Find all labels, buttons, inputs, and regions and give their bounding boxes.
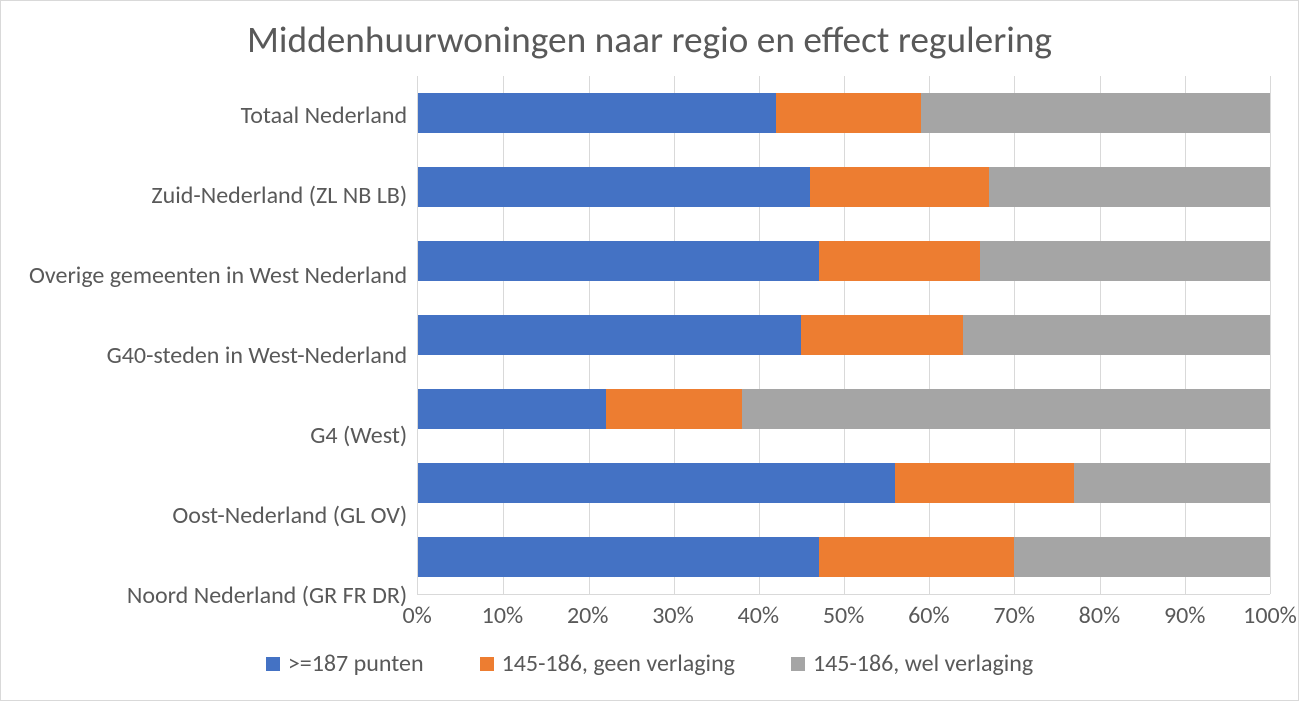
bar-segment bbox=[418, 537, 818, 577]
x-axis-tick-label: 90% bbox=[1164, 601, 1205, 630]
bar-row bbox=[418, 93, 1270, 133]
bar-segment bbox=[418, 315, 801, 355]
legend-swatch bbox=[266, 657, 280, 671]
plot-area bbox=[417, 76, 1270, 595]
x-axis: 0%10%20%30%40%50%60%70%80%90%100% bbox=[417, 595, 1270, 635]
legend-label: >=187 punten bbox=[288, 649, 424, 678]
bar-segment bbox=[742, 389, 1270, 429]
bar-row bbox=[418, 537, 1270, 577]
x-axis-tick-label: 10% bbox=[482, 601, 523, 630]
y-axis-label: Overige gemeenten in West Nederland bbox=[29, 261, 407, 290]
bar-row bbox=[418, 167, 1270, 207]
chart-title: Middenhuurwoningen naar regio en effect … bbox=[29, 19, 1270, 62]
y-axis-label: G4 (West) bbox=[310, 421, 407, 450]
x-axis-tick-label: 70% bbox=[993, 601, 1034, 630]
bar-segment bbox=[819, 241, 981, 281]
bar-row bbox=[418, 241, 1270, 281]
x-axis-tick-label: 60% bbox=[908, 601, 949, 630]
bars-container bbox=[418, 76, 1270, 594]
bar-segment bbox=[418, 93, 776, 133]
bar-segment bbox=[418, 463, 895, 503]
bar-segment bbox=[418, 241, 818, 281]
bar-segment bbox=[1074, 463, 1270, 503]
bar-row bbox=[418, 463, 1270, 503]
legend-label: 145-186, wel verlaging bbox=[813, 649, 1033, 678]
y-axis-labels: Totaal Nederland Zuid-Nederland (ZL NB LB… bbox=[29, 76, 417, 635]
bar-segment bbox=[606, 389, 742, 429]
bar-segment bbox=[776, 93, 921, 133]
bar-segment bbox=[810, 167, 989, 207]
x-axis-tick-label: 0% bbox=[402, 601, 431, 630]
bar-segment bbox=[819, 537, 1015, 577]
legend-item: 145-186, geen verlaging bbox=[480, 649, 735, 678]
plot-column: 0%10%20%30%40%50%60%70%80%90%100% bbox=[417, 76, 1270, 635]
bar-segment bbox=[418, 167, 810, 207]
y-axis-label: Noord Nederland (GR FR DR) bbox=[127, 581, 407, 610]
legend-item: >=187 punten bbox=[266, 649, 424, 678]
chart-frame: Middenhuurwoningen naar regio en effect … bbox=[0, 0, 1299, 701]
legend-swatch bbox=[480, 657, 494, 671]
bar-segment bbox=[418, 389, 605, 429]
gridline bbox=[1270, 76, 1271, 594]
legend: >=187 punten 145-186, geen verlaging 145-1… bbox=[29, 635, 1270, 678]
bar-row bbox=[418, 389, 1270, 429]
bar-segment bbox=[895, 463, 1074, 503]
bar-segment bbox=[1014, 537, 1270, 577]
bar-segment bbox=[989, 167, 1270, 207]
legend-swatch bbox=[791, 657, 805, 671]
y-axis-label: Totaal Nederland bbox=[241, 101, 407, 130]
legend-label: 145-186, geen verlaging bbox=[502, 649, 735, 678]
x-axis-tick-label: 30% bbox=[652, 601, 693, 630]
y-axis-label: Zuid-Nederland (ZL NB LB) bbox=[151, 181, 407, 210]
bar-segment bbox=[980, 241, 1270, 281]
bar-segment bbox=[801, 315, 963, 355]
x-axis-tick-label: 80% bbox=[1079, 601, 1120, 630]
x-axis-tick-label: 100% bbox=[1243, 601, 1297, 630]
bar-segment bbox=[963, 315, 1270, 355]
x-axis-tick-label: 50% bbox=[823, 601, 864, 630]
bar-row bbox=[418, 315, 1270, 355]
x-axis-tick-label: 40% bbox=[738, 601, 779, 630]
y-axis-label: Oost-Nederland (GL OV) bbox=[172, 501, 407, 530]
x-axis-tick-label: 20% bbox=[567, 601, 608, 630]
plot-row: Totaal Nederland Zuid-Nederland (ZL NB LB… bbox=[29, 76, 1270, 635]
legend-item: 145-186, wel verlaging bbox=[791, 649, 1033, 678]
bar-segment bbox=[921, 93, 1270, 133]
y-axis-label: G40-steden in West-Nederland bbox=[107, 341, 408, 370]
